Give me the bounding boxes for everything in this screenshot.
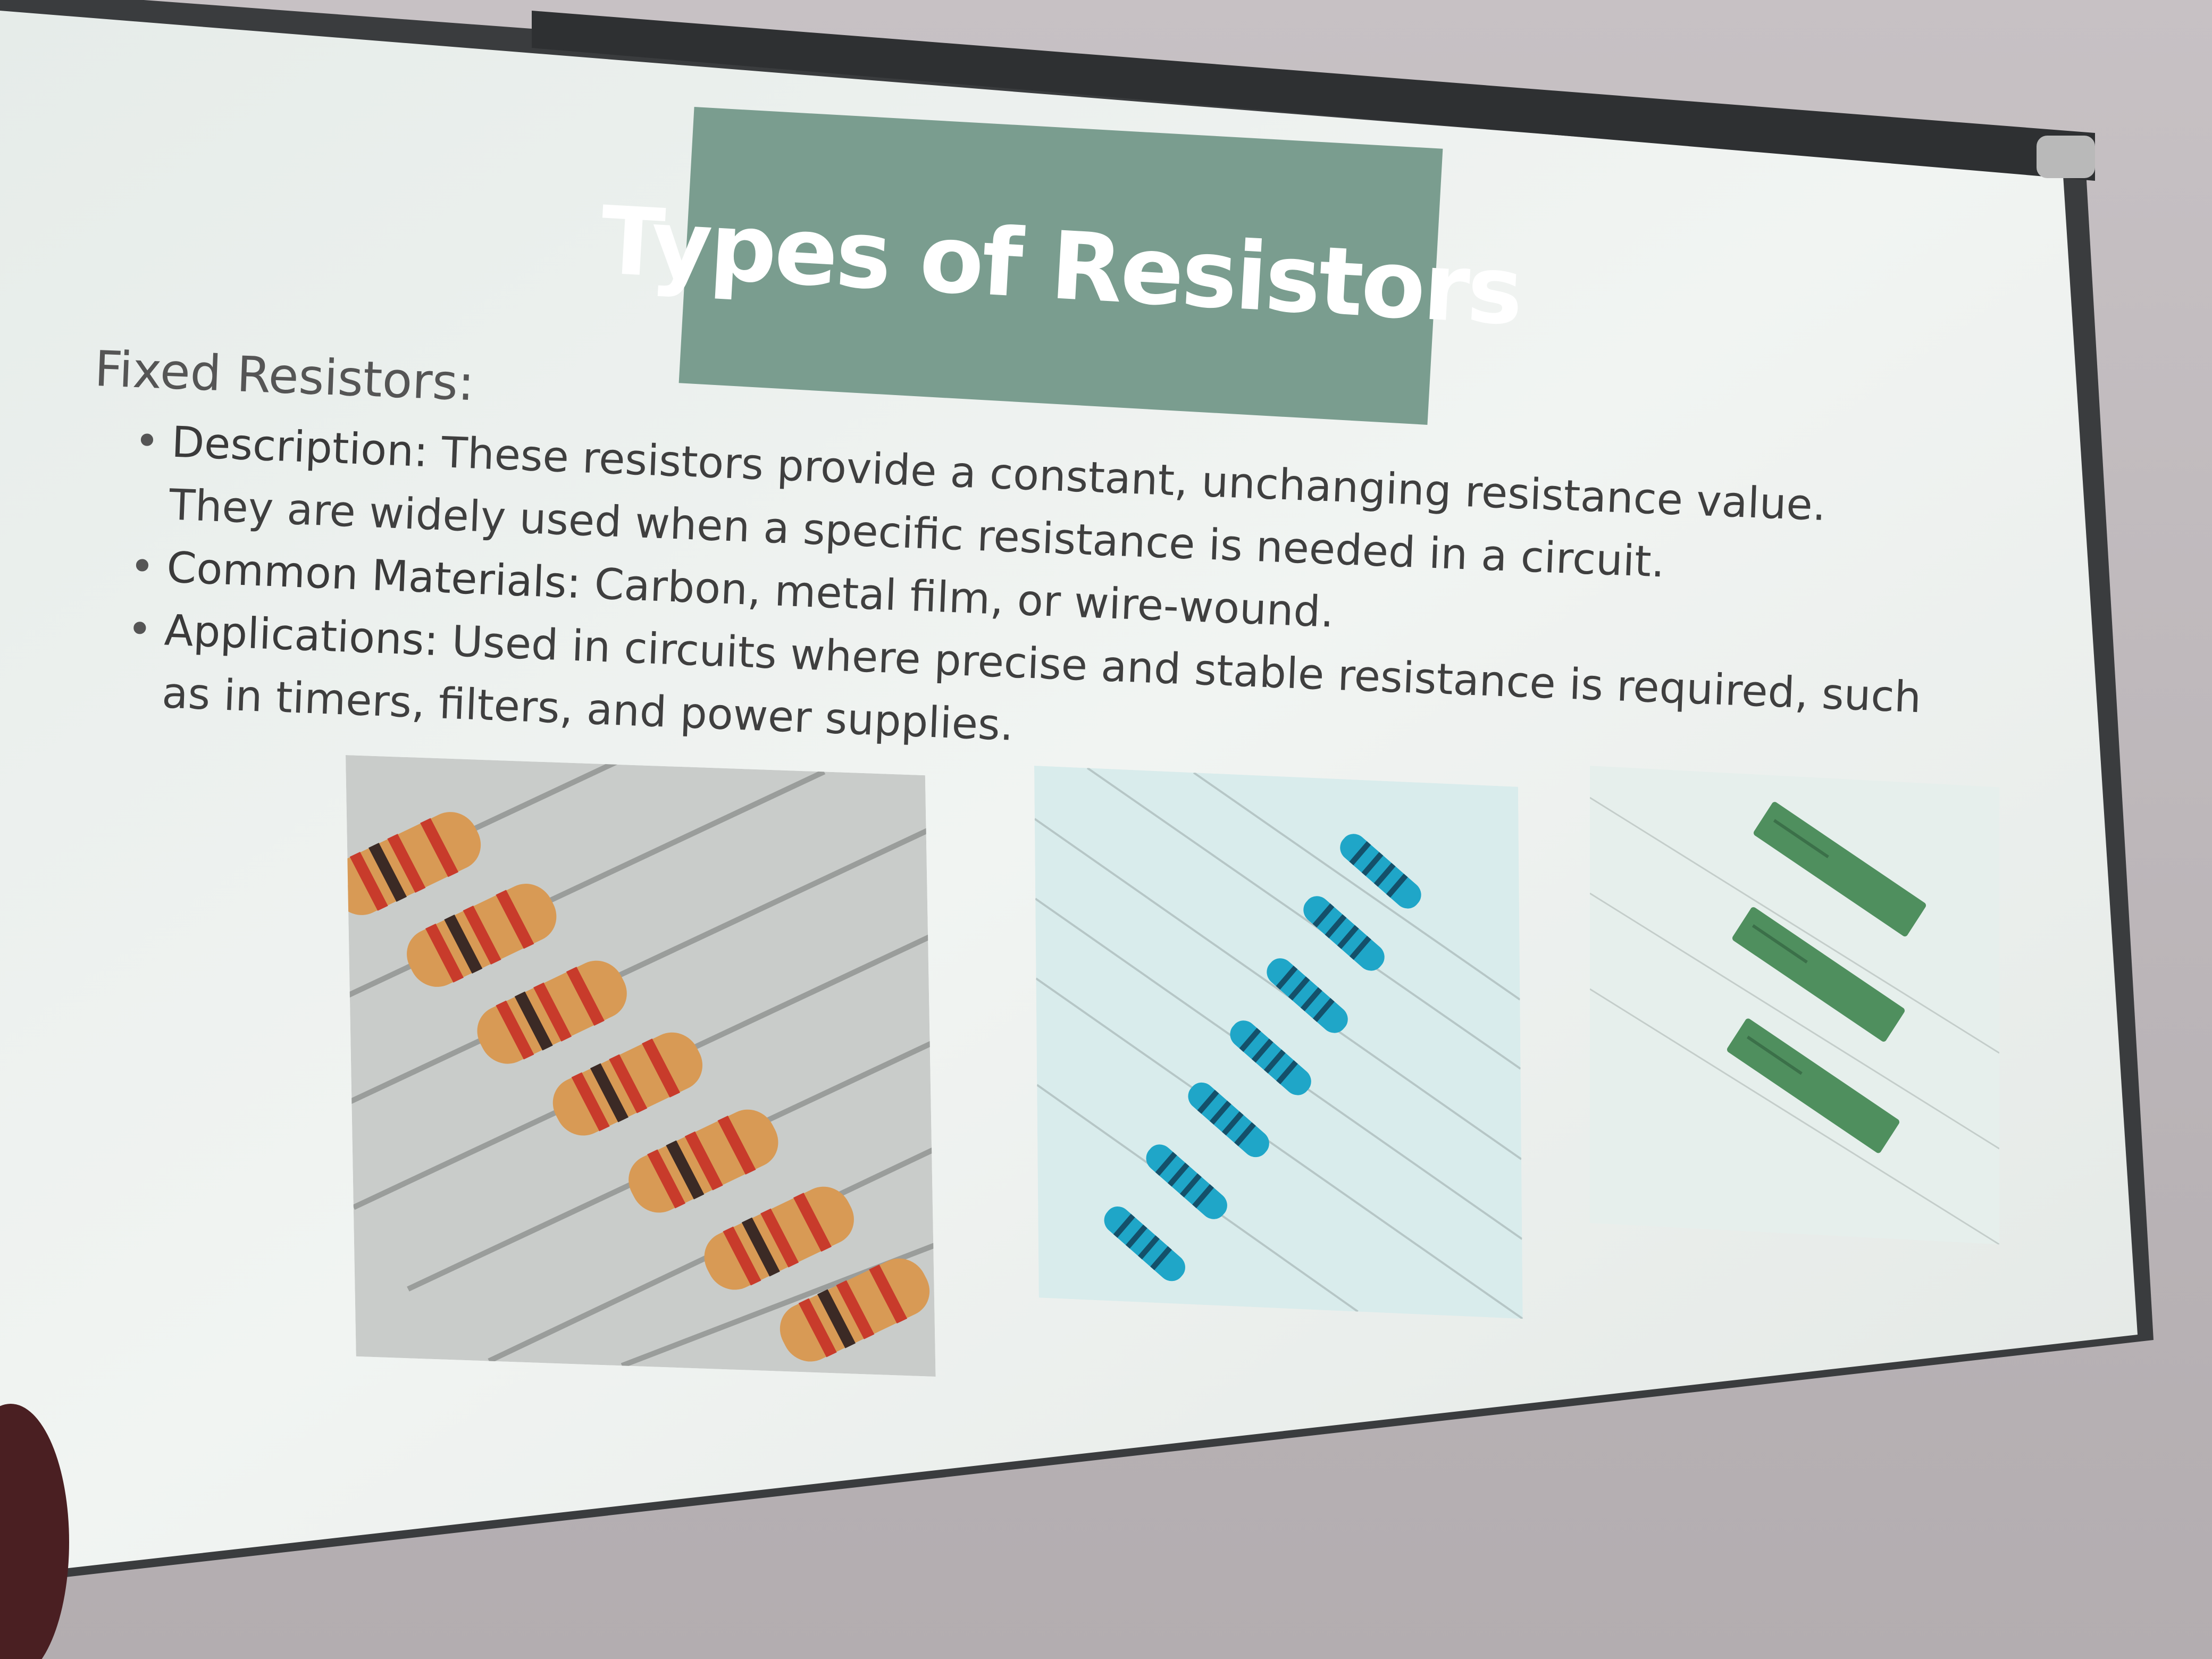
resistor-band [1138,1235,1160,1260]
carbon-film-resistors-photo [346,755,936,1377]
carbon-resistor [407,884,557,987]
metal-film-resistor [1146,1144,1227,1219]
resistor-band [717,1116,756,1175]
metal-film-resistors-image [1034,766,1523,1319]
resistor-marking [1746,1035,1803,1075]
carbon-resistors-image [346,755,936,1377]
resistor-band [368,843,407,902]
resistor-band [817,1289,856,1348]
resistor-band [1288,976,1310,1001]
resistor-band [1221,1111,1244,1136]
metal-film-resistor [1303,896,1385,971]
resistor-band [571,1072,610,1132]
carbon-resistor [704,1186,854,1290]
resistor-band [869,1264,908,1324]
resistor-band [1209,1100,1231,1125]
carbon-resistor [552,1032,703,1136]
bullet-label: Description: [170,417,429,477]
carbon-resistor [477,960,627,1064]
resistor-band [793,1193,832,1252]
resistor-band [1337,925,1359,949]
resistor-band [1180,1173,1202,1197]
resistor-band [496,890,534,949]
bullet-icon: • [133,415,161,466]
resistor-band [566,967,605,1026]
wire-wound-resistor [1727,1018,1900,1153]
metal-film-resistor [1188,1082,1269,1158]
bullet-label: Common Materials: [165,542,582,608]
screen-roller-cap [2037,136,2095,178]
resistor-band [1263,1049,1286,1074]
wire-wound-resistor [1753,802,1926,937]
slide-title: Types of Resistors [597,186,1524,346]
resistor-band [723,1226,761,1286]
slide-body: Fixed Resistors: • Description: These re… [81,340,1945,792]
wire-wound-resistors-photo [1590,766,1999,1245]
resistor-band [1113,1213,1135,1238]
resistor-band [1234,1122,1256,1146]
bullet-list: • Description: These resistors provide a… [81,408,1942,792]
foreground-object [0,1404,69,1659]
wire-wound-resistor [1732,907,1905,1042]
bullet-icon: • [126,604,154,655]
resistor-band [1276,1060,1298,1085]
resistor-band [836,1280,875,1339]
wire-wound-resistors-image [1590,766,1999,1245]
resistor-band [1313,998,1335,1023]
resistor-band [349,851,388,911]
resistor-band [533,982,572,1042]
resistor-band [1197,1090,1219,1114]
resistor-band [444,915,483,974]
carbon-resistor [780,1258,930,1362]
resistor-band [425,923,464,983]
metal-film-resistor [1230,1020,1311,1095]
metal-film-resistor [1104,1206,1185,1281]
resistor-band [741,1217,780,1277]
resistor-marking [1752,924,1808,964]
resistor-band [1386,873,1408,898]
resistor-band [463,906,501,965]
resistor-band [798,1298,837,1358]
screen-top-rod [532,11,2095,181]
resistor-band [1349,935,1371,960]
resistor-band [642,1038,681,1098]
resistor-band [590,1063,629,1122]
resistor-band [387,834,426,893]
resistor-band [1239,1028,1261,1052]
resistor-band [1361,852,1384,876]
resistor-band [609,1054,648,1113]
resistor-band [1373,862,1396,887]
bullet-icon: • [128,541,156,592]
resistor-band [1150,1246,1172,1270]
resistor-band [1155,1152,1177,1176]
resistor-band [1251,1038,1273,1063]
resistor-band [514,991,553,1051]
carbon-resistor [629,1109,778,1213]
resistor-band [420,818,459,877]
resistor-band [666,1140,705,1200]
resistor-band [760,1208,799,1268]
resistor-band [684,1131,723,1191]
resistor-band [1349,841,1371,866]
bullet-label: Applications: [163,605,440,666]
resistor-band [1312,903,1335,928]
resistor-band [647,1149,686,1209]
resistor-band [1325,914,1347,939]
resistor-band [1167,1162,1189,1187]
resistor-band [1192,1184,1214,1209]
metal-film-resistor [1267,958,1348,1033]
resistor-band [1300,987,1322,1011]
resistor-band [496,1000,534,1060]
resistor-band [1276,966,1298,990]
metal-film-resistors-photo [1034,766,1523,1319]
metal-film-resistor [1340,834,1421,909]
resistor-marking [1773,819,1829,859]
carbon-resistor [346,812,481,915]
resistor-band [1125,1225,1147,1249]
